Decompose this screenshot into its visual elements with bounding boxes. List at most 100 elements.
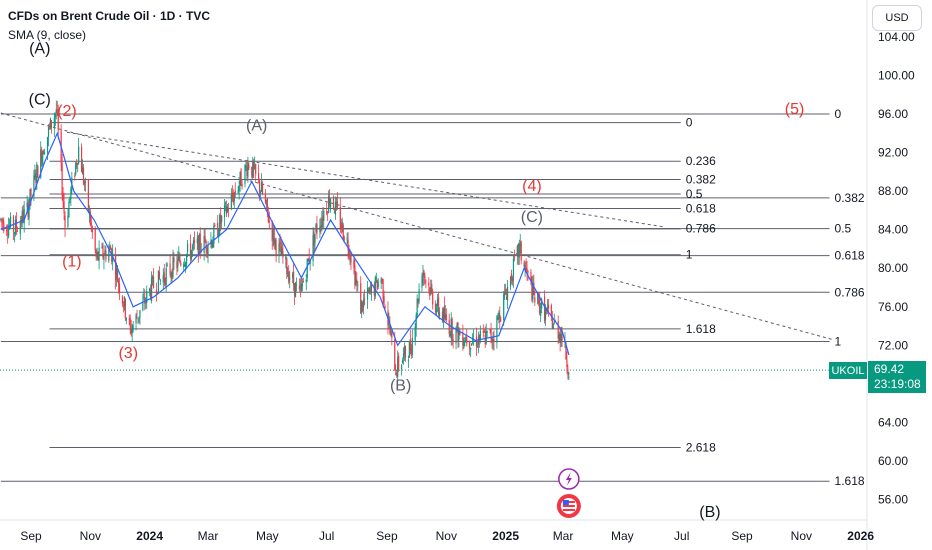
candle-body [271,221,273,242]
candle-body [541,298,543,309]
candle-body [531,282,533,301]
candle-body [90,222,92,226]
candle-body [428,282,430,286]
candle-body [463,342,465,348]
candle-body [166,264,168,266]
candle-body [533,282,535,295]
candle-body [287,273,289,277]
candle-body [484,334,486,345]
candle-body [455,327,457,344]
candle-body [313,232,315,246]
candle-body [95,249,97,258]
candle-body [97,252,99,260]
candle-body [198,235,200,254]
flag-canton [562,500,569,505]
candle-body [527,271,529,273]
candle-body [421,276,423,288]
y-tick-label: 100.00 [878,68,915,82]
candle-body [47,127,50,138]
candle-body [150,289,152,299]
candle-body [293,271,295,286]
candle-body [466,336,468,344]
wave-label: (C) [521,209,543,226]
y-tick-label: 72.00 [878,338,908,352]
candle-body [353,259,355,268]
candle-body [265,200,267,202]
candle-body [146,291,148,304]
candle-body [151,277,154,279]
candle-body [316,224,318,233]
candle-body [36,163,38,183]
candle-body [172,257,174,277]
candle-body [81,167,84,175]
lightning-glyph [565,472,572,486]
candle-body [82,167,85,184]
candle-body [275,240,277,254]
candle-body [486,330,488,333]
x-tick-label: Nov [80,529,101,543]
candle-body [212,242,214,248]
plot-background [0,0,867,520]
trend-line[interactable] [66,131,664,228]
candle-body [286,258,288,275]
candle-body [340,225,342,229]
candle-body [41,149,43,163]
candle-body [136,317,138,319]
sma-line [0,131,570,356]
candle-body [482,330,484,333]
candle-body [115,255,117,280]
candle-body [302,281,304,283]
candle-body [404,346,407,358]
candle-body [162,275,164,283]
candle-body [248,164,250,168]
candle-body [400,364,403,370]
x-tick-label: May [256,529,279,543]
candle-body [540,310,542,316]
candle-body [315,224,317,233]
indicator-legend[interactable]: SMA (9, close) [8,28,87,42]
symbol-tag: UKOIL [829,362,867,379]
fib-level-label: 0 [686,116,693,130]
candle-body [294,282,297,298]
fib-level-label: 0.5 [835,222,852,236]
candle-body [125,318,127,321]
candle-body [469,340,471,349]
candle-body [272,228,274,239]
candle-body [435,309,438,313]
candle-body [42,152,44,165]
candle-body [177,257,179,267]
candle-body [105,250,107,260]
candle-body [0,218,2,221]
candle-body [116,270,119,282]
candle-body [61,163,63,196]
candle-body [524,264,526,268]
candle-body [237,190,239,193]
candle-body [219,214,221,235]
fib-level-label: 1 [686,248,693,262]
candle-body [557,321,559,339]
candle-body [411,338,413,355]
candle-body [76,162,78,165]
candle-body [408,341,410,358]
candle-body [268,220,270,222]
candle-body [203,235,205,253]
candle-body [457,322,459,342]
candle-body [70,188,72,199]
candle-body [139,310,141,318]
candle-body [376,279,378,290]
candle-body [465,337,467,343]
candle-body [28,204,30,219]
candle-body [500,319,502,321]
candle-body [368,287,371,292]
y-tick-label: 76.00 [878,300,908,314]
flag-stripe [562,505,575,507]
candle-body [546,307,549,311]
candle-body [518,243,520,258]
currency-button[interactable]: USD [872,5,922,31]
candle-body [348,249,350,257]
candle-body [380,279,382,284]
candle-body [43,151,45,155]
candle-body [143,296,145,299]
last-price-box: 69.42 23:19:08 [868,361,926,393]
